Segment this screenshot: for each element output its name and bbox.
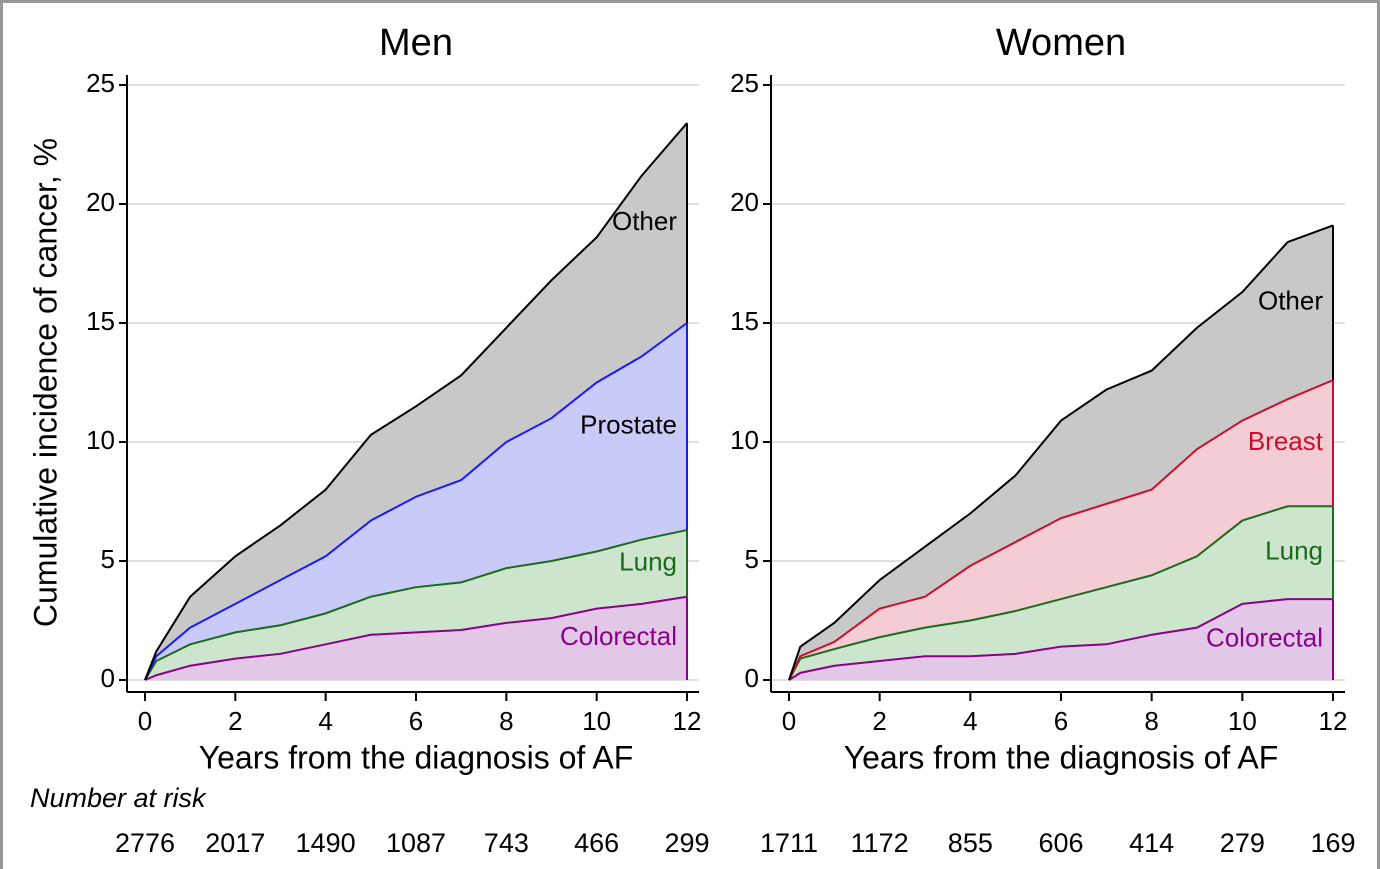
y-tick-label: 0 xyxy=(745,663,759,693)
at-risk-count: 466 xyxy=(574,828,619,858)
area-fill xyxy=(789,599,1333,680)
panel-title: Men xyxy=(379,22,453,64)
x-tick-label: 12 xyxy=(1319,706,1348,736)
x-tick-label: 4 xyxy=(318,706,332,736)
at-risk-count: 855 xyxy=(948,828,993,858)
at-risk-count: 279 xyxy=(1220,828,1265,858)
panel-title: Women xyxy=(996,22,1126,64)
series-label: Prostate xyxy=(580,409,677,439)
area-edge xyxy=(144,529,688,681)
series-label: Breast xyxy=(1248,426,1324,456)
area-edge xyxy=(788,379,1334,681)
x-axis-label: Years from the diagnosis of AF xyxy=(844,739,1279,775)
y-axis-label: Cumulative incidence of cancer, % xyxy=(27,138,63,627)
x-tick-label: 10 xyxy=(1228,706,1257,736)
y-tick-label: 25 xyxy=(730,68,759,98)
x-tick-label: 8 xyxy=(499,706,513,736)
x-tick-label: 10 xyxy=(582,706,611,736)
area-edge xyxy=(144,122,688,681)
at-risk-count: 1087 xyxy=(386,828,446,858)
area-edge xyxy=(144,595,688,681)
at-risk-count: 1172 xyxy=(851,828,909,858)
at-risk-count: 1711 xyxy=(760,828,818,858)
at-risk-count: 606 xyxy=(1038,828,1083,858)
at-risk-count: 414 xyxy=(1129,828,1174,858)
x-tick-label: 0 xyxy=(782,706,796,736)
series-label: Lung xyxy=(1265,536,1323,566)
y-tick-label: 10 xyxy=(86,425,115,455)
area-fill xyxy=(789,225,1333,681)
x-tick-label: 4 xyxy=(963,706,977,736)
series-label: Lung xyxy=(619,546,677,576)
series-label: Colorectal xyxy=(560,621,677,651)
at-risk-count: 743 xyxy=(484,828,529,858)
area-fill xyxy=(145,123,687,680)
at-risk-count: 2017 xyxy=(205,828,265,858)
x-tick-label: 2 xyxy=(872,706,886,736)
at-risk-count: 169 xyxy=(1310,828,1355,858)
x-tick-label: 6 xyxy=(1054,706,1068,736)
at-risk-count: 299 xyxy=(664,828,709,858)
area-edge xyxy=(788,598,1333,681)
series-label: Other xyxy=(612,206,677,236)
x-tick-label: 8 xyxy=(1144,706,1158,736)
x-tick-label: 0 xyxy=(138,706,152,736)
y-tick-label: 15 xyxy=(86,306,115,336)
x-tick-label: 12 xyxy=(673,706,702,736)
y-tick-label: 5 xyxy=(101,544,115,574)
y-tick-label: 0 xyxy=(101,663,115,693)
area-fill xyxy=(145,530,687,680)
x-tick-label: 6 xyxy=(409,706,423,736)
x-axis-label: Years from the diagnosis of AF xyxy=(199,739,634,775)
at-risk-label: Number at risk xyxy=(30,783,207,813)
y-tick-label: 5 xyxy=(745,544,759,574)
area-edge xyxy=(788,224,1334,681)
series-label: Other xyxy=(1258,286,1323,316)
at-risk-count: 1490 xyxy=(296,828,356,858)
y-tick-label: 20 xyxy=(730,187,759,217)
y-tick-label: 25 xyxy=(86,68,115,98)
at-risk-count: 2776 xyxy=(115,828,175,858)
area-edge xyxy=(144,322,688,681)
area-fill xyxy=(145,323,687,680)
area-fill xyxy=(789,380,1333,680)
series-label: Colorectal xyxy=(1206,622,1323,652)
area-edge xyxy=(788,505,1333,681)
area-fill xyxy=(145,596,687,680)
x-tick-label: 2 xyxy=(228,706,242,736)
area-fill xyxy=(789,506,1333,680)
y-tick-label: 20 xyxy=(86,187,115,217)
y-tick-label: 10 xyxy=(730,425,759,455)
y-tick-label: 15 xyxy=(730,306,759,336)
